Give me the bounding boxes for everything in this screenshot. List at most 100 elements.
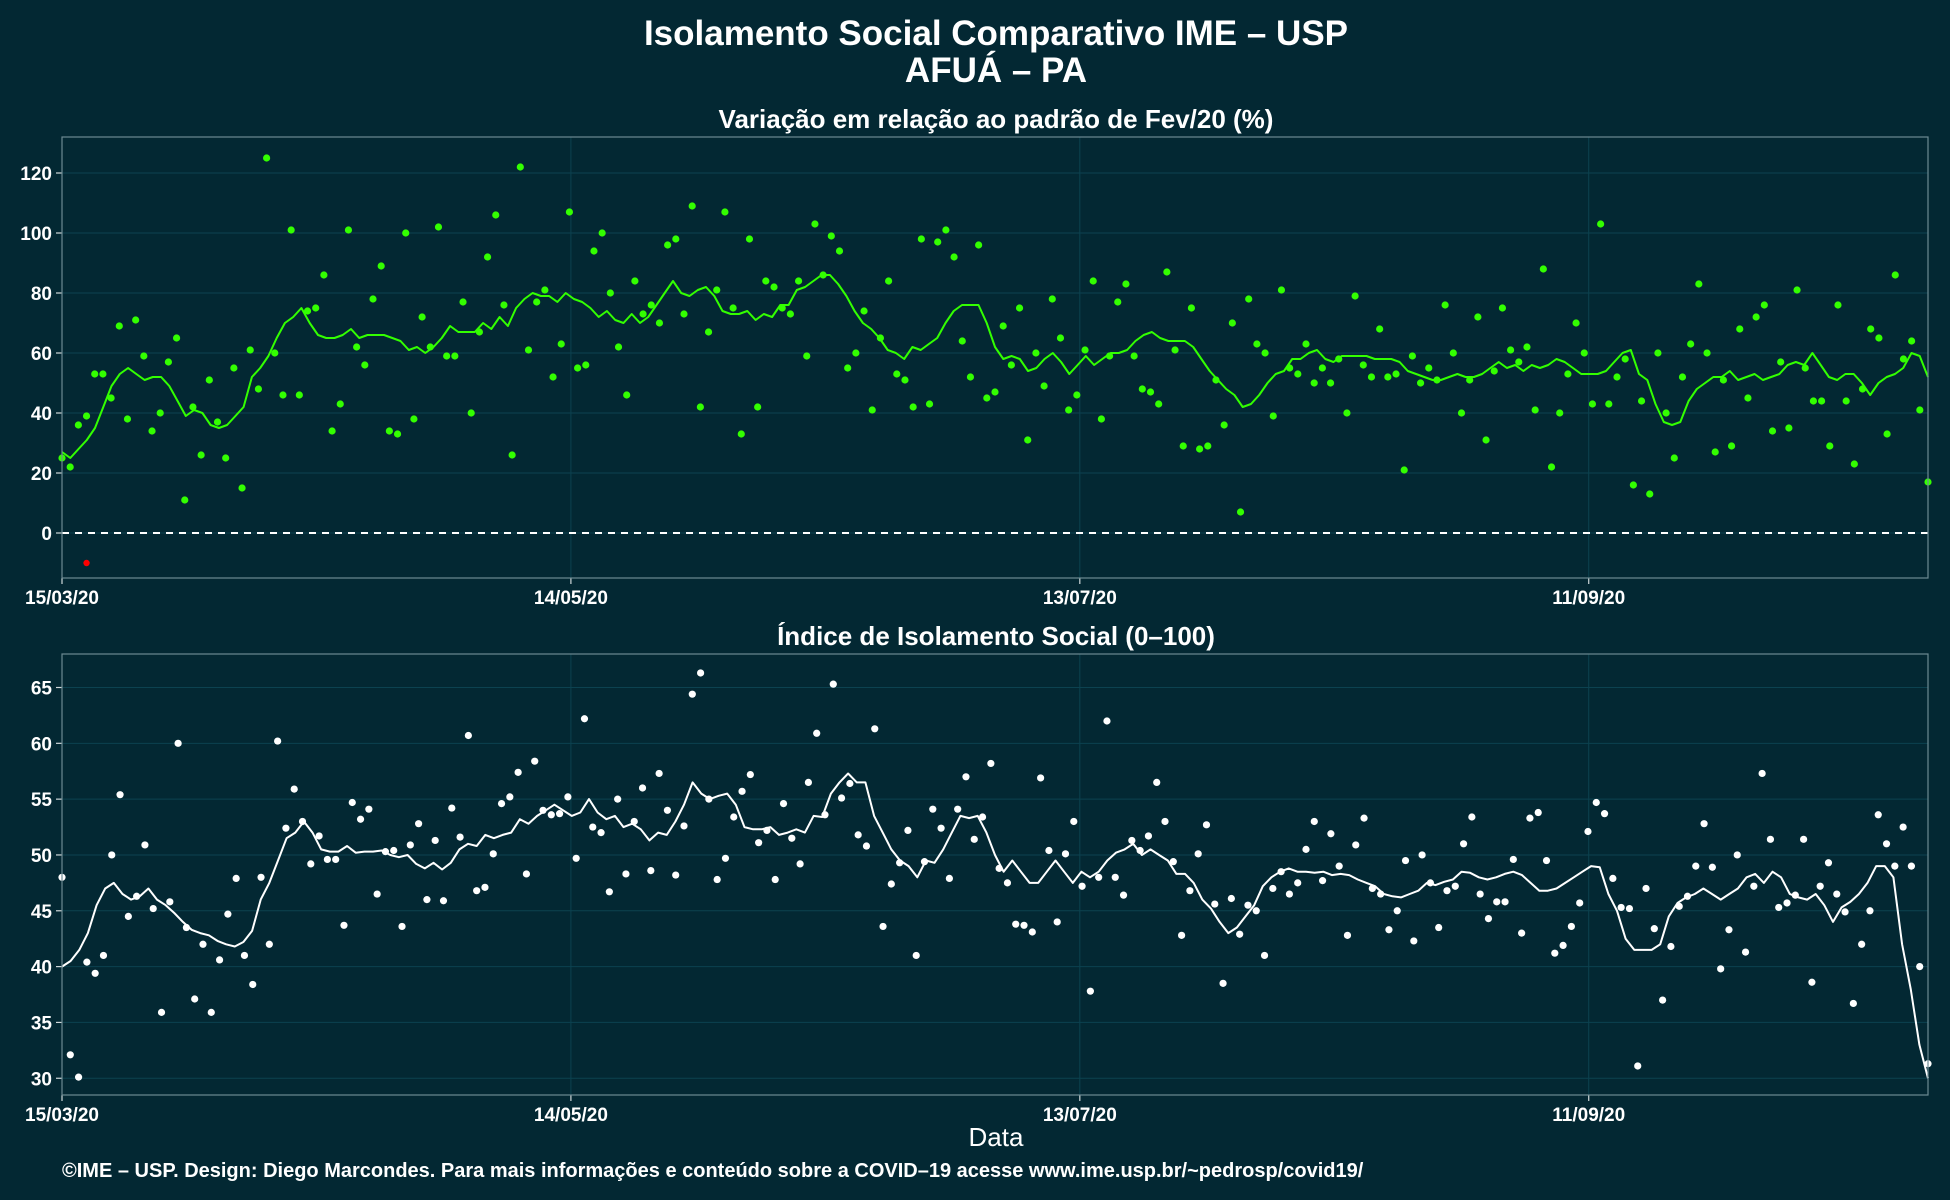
- p2-point-68: [622, 870, 630, 878]
- p1-point-13: [164, 358, 172, 366]
- p1-point-5: [99, 370, 107, 378]
- p1-point-70: [631, 277, 639, 285]
- p2-point-214: [1833, 890, 1841, 898]
- p1-point-118: [1024, 436, 1032, 444]
- p1-point-183: [1556, 409, 1564, 417]
- p2-point-19: [215, 956, 224, 964]
- p2-point-8: [124, 912, 132, 920]
- p1-point-130: [1122, 280, 1130, 288]
- p1-point-209: [1768, 427, 1777, 435]
- p2-point-54: [506, 793, 514, 801]
- p2-point-142: [1236, 930, 1244, 938]
- p1-xtick-label-3: 11/09/20: [1552, 588, 1625, 609]
- p2-point-46: [439, 897, 448, 905]
- p1-point-85: [754, 403, 762, 411]
- chart-subtitle: AFUÁ – PA: [905, 50, 1087, 90]
- p1-point-195: [1654, 349, 1662, 357]
- p2-point-42: [406, 841, 414, 849]
- p1-point-25: [263, 154, 271, 162]
- p2-point-108: [954, 805, 962, 813]
- p1-point-184: [1564, 370, 1572, 378]
- p2-point-17: [199, 940, 207, 948]
- p1-point-136: [1171, 346, 1179, 354]
- p1-point-151: [1294, 370, 1302, 378]
- p2-point-27: [282, 824, 290, 832]
- p1-point-164: [1400, 466, 1408, 474]
- p2-point-130: [1136, 846, 1144, 855]
- p2-point-183: [1576, 899, 1584, 907]
- p2-point-56: [522, 870, 531, 878]
- p2-point-62: [572, 854, 580, 862]
- p2-point-208: [1783, 899, 1791, 907]
- p2-point-59: [547, 811, 555, 819]
- p2-point-57: [531, 757, 539, 765]
- p1-point-2: [74, 421, 82, 429]
- p2-point-26: [274, 737, 282, 745]
- p1-xtick-label-0: 15/03/20: [25, 588, 99, 609]
- p1-point-40: [385, 427, 393, 435]
- p2-point-173: [1493, 898, 1501, 906]
- p1-ytick-label-5: 100: [20, 224, 52, 245]
- p2-point-149: [1294, 879, 1302, 887]
- panel2-y-axis: 30 35 40 45 50 55 60 65: [31, 678, 62, 1090]
- p1-point-105: [917, 235, 925, 243]
- p2-point-222: [1899, 823, 1907, 831]
- p2-point-189: [1625, 904, 1634, 913]
- p1-point-202: [1711, 448, 1719, 456]
- p2-point-13: [166, 898, 174, 906]
- p2-point-180: [1551, 949, 1559, 957]
- footer-credit: ©IME – USP. Design: Diego Marcondes. Par…: [62, 1160, 1364, 1182]
- p2-point-188: [1617, 903, 1625, 912]
- p1-point-182: [1547, 463, 1556, 471]
- p1-xtick-label-1: 14/05/20: [534, 588, 608, 609]
- p2-point-37: [365, 805, 373, 813]
- p2-point-60: [556, 810, 564, 818]
- p1-point-64: [582, 361, 590, 369]
- p1-point-120: [1040, 382, 1048, 390]
- p1-point-62: [565, 208, 574, 216]
- p1-point-22: [238, 484, 246, 492]
- p1-point-206: [1744, 394, 1752, 402]
- p2-point-152: [1318, 877, 1327, 885]
- p1-point-218: [1842, 397, 1850, 405]
- panel2-x-axis: 15/03/20 14/05/20 13/07/20 11/09/20: [25, 1095, 1625, 1126]
- p2-point-160: [1385, 926, 1393, 934]
- p1-negative-point-0: [83, 559, 90, 567]
- p2-point-28: [290, 785, 298, 793]
- p1-point-18: [205, 376, 213, 384]
- p2-point-185: [1592, 798, 1600, 807]
- p1-point-210: [1777, 358, 1785, 366]
- p2-point-87: [779, 800, 788, 808]
- p1-point-194: [1646, 490, 1654, 498]
- p2-point-93: [829, 680, 837, 688]
- p1-point-38: [369, 295, 377, 303]
- p1-point-68: [614, 343, 623, 351]
- p2-point-73: [663, 806, 672, 814]
- p1-point-73: [655, 319, 664, 327]
- p2-point-125: [1095, 873, 1103, 881]
- p2-point-166: [1435, 923, 1443, 932]
- p2-point-50: [473, 887, 481, 895]
- p1-point-196: [1662, 409, 1670, 417]
- p1-point-37: [361, 361, 369, 369]
- p2-point-156: [1352, 841, 1360, 849]
- p1-point-94: [827, 232, 835, 240]
- p1-point-215: [1818, 397, 1826, 405]
- p2-point-3: [83, 958, 91, 966]
- p1-point-193: [1637, 397, 1646, 405]
- p2-point-167: [1443, 887, 1451, 895]
- p1-point-90: [794, 277, 803, 285]
- panel2-frame: [61, 653, 1929, 1096]
- p2-point-66: [605, 888, 613, 896]
- p1-point-42: [402, 229, 410, 237]
- p2-point-127: [1111, 873, 1119, 881]
- p2-point-40: [390, 846, 398, 855]
- p2-point-187: [1609, 874, 1617, 883]
- p2-point-112: [987, 759, 995, 768]
- p2-point-123: [1078, 882, 1086, 890]
- panel1-smoothed-line: [61, 274, 1929, 459]
- p1-point-187: [1588, 400, 1597, 408]
- p1-point-180: [1531, 406, 1539, 414]
- p2-point-74: [672, 871, 680, 879]
- p1-point-111: [966, 373, 975, 381]
